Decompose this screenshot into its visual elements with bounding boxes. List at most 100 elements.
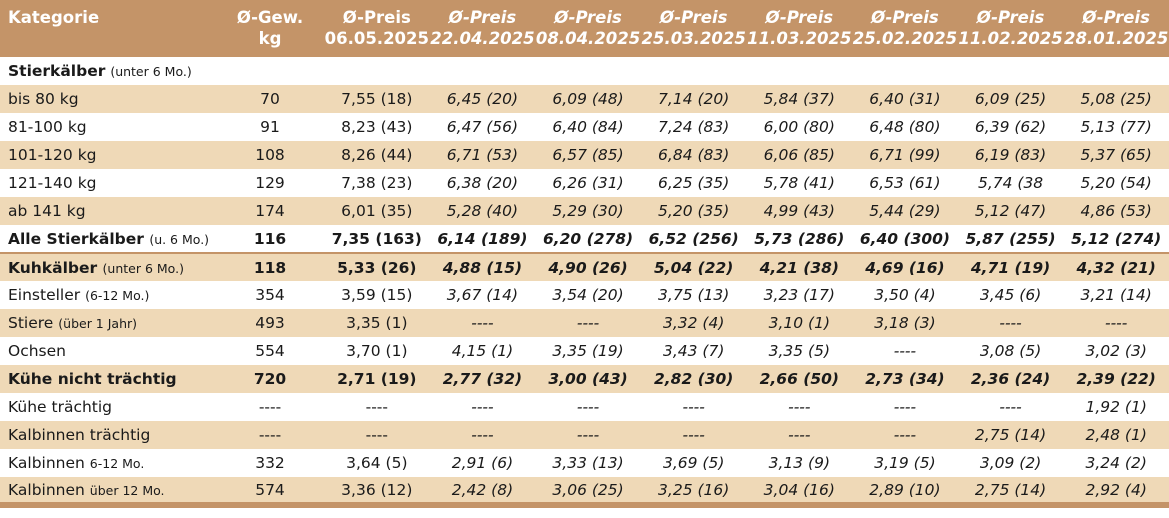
row-price: 4,15 (1) <box>451 342 514 360</box>
row-price-current: 8,23 (43) <box>341 118 413 136</box>
row-category: Kühe nicht trächtig <box>8 370 177 388</box>
row-price: ---- <box>471 314 494 332</box>
row-price: 6,09 (25) <box>974 90 1047 108</box>
row-price: 2,42 (8) <box>429 477 536 508</box>
row-price: 3,50 (4) <box>874 286 936 304</box>
row-price: 3,13 (9) <box>768 454 831 472</box>
row-price: 6,48 (80) <box>869 118 941 136</box>
row-price: ---- <box>893 398 917 416</box>
row-price: 6,40 (84) <box>552 118 624 136</box>
row-weight: 108 <box>255 146 285 164</box>
row-price: 2,92 (4) <box>1063 477 1169 508</box>
row-category: 81-100 kg <box>8 118 87 136</box>
table-row: Kalbinnen über 12 Mo. 574 3,36 (12) 2,42 (8… <box>0 477 1169 508</box>
row-price: 6,40 (31) <box>869 90 941 108</box>
row-price: 3,25 (16) <box>640 477 747 508</box>
table-body: Stierkälber (unter 6 Mo.) bis 80 kg 70 7,55… <box>0 57 1169 508</box>
table-row: bis 80 kg 70 7,55 (18) 6,45 (20) 6,09 (48) 7,… <box>0 85 1169 113</box>
row-price: 2,75 (14) <box>957 477 1064 508</box>
row-price-current: 7,55 (18) <box>341 90 413 108</box>
row-price: 3,21 (14) <box>1080 286 1152 304</box>
header-price: Ø-Preis 28.01.2025 <box>1063 8 1169 48</box>
row-price: 2,77 (32) <box>442 370 523 388</box>
row-category: Kalbinnen trächtig <box>8 426 151 444</box>
row-price: 6,00 (80) <box>763 118 835 136</box>
row-price-current: 2,71 (19) <box>337 370 417 388</box>
row-category-note: (6-12 Mo.) <box>85 288 150 303</box>
row-price: 2,89 (10) <box>852 477 958 508</box>
row-price: 3,23 (17) <box>763 286 835 304</box>
row-price: 4,69 (16) <box>865 258 945 277</box>
row-price: 6,84 (83) <box>658 146 730 164</box>
row-price: 5,12 (274) <box>1063 225 1169 254</box>
row-price: 7,24 (83) <box>658 118 730 136</box>
row-category: Kühe trächtig <box>8 398 113 416</box>
row-weight: 118 <box>253 258 287 277</box>
row-price: 5,87 (255) <box>957 225 1064 254</box>
row-price: 6,39 (62) <box>974 118 1047 136</box>
header-category: Kategorie <box>8 8 100 27</box>
row-category: ab 141 kg <box>8 202 86 220</box>
row-price: 3,32 (4) <box>662 314 725 332</box>
row-price: ---- <box>893 426 917 444</box>
row-weight: 91 <box>260 118 280 136</box>
row-price: 5,73 (286) <box>746 225 853 254</box>
table-row: 81-100 kg 91 8,23 (43) 6,47 (56) 6,40 (84) 7,… <box>0 113 1169 141</box>
row-category: Kuhkälber (unter 6 Mo.) <box>8 258 184 277</box>
row-price: 6,38 (20) <box>446 174 519 192</box>
row-price: 2,36 (24) <box>970 370 1051 388</box>
row-price: 4,86 (53) <box>1080 202 1152 220</box>
row-price: 6,25 (35) <box>658 174 730 192</box>
row-price-current: 3,36 (12) <box>324 477 430 508</box>
row-price: 3,45 (6) <box>979 286 1042 304</box>
row-price: 2,66 (50) <box>759 370 839 388</box>
row-price: 3,00 (43) <box>548 370 628 388</box>
row-price: 5,08 (25) <box>1080 90 1152 108</box>
table-row: Stierkälber (unter 6 Mo.) <box>0 57 1169 85</box>
row-price: ---- <box>999 398 1022 416</box>
row-price: 5,13 (77) <box>1080 118 1152 136</box>
row-price: ---- <box>576 398 600 416</box>
row-price-current: 7,35 (163) <box>324 225 430 254</box>
row-category-note: (über 1 Jahr) <box>58 316 138 331</box>
table-row: 101-120 kg 108 8,26 (44) 6,71 (53) 6,57 (85)… <box>0 141 1169 169</box>
row-price: 3,24 (2) <box>1085 454 1147 472</box>
row-category: Kalbinnen über 12 Mo. <box>0 477 216 508</box>
row-price-current: 7,38 (23) <box>341 174 413 192</box>
row-price <box>430 57 536 85</box>
row-category-note: (unter 6 Mo.) <box>110 64 192 79</box>
row-price: 3,18 (3) <box>874 314 936 332</box>
row-price: ---- <box>1105 314 1128 332</box>
row-price: 2,73 (34) <box>865 370 945 388</box>
row-price: 4,88 (15) <box>442 258 523 277</box>
table-row: Kalbinnen 6-12 Mo. 332 3,64 (5) 2,91 (6) 3,3… <box>0 449 1169 477</box>
row-price: 3,35 (5) <box>768 342 831 360</box>
row-price: ---- <box>999 314 1022 332</box>
row-price: 3,10 (1) <box>768 314 831 332</box>
row-price: 5,20 (35) <box>658 202 730 220</box>
row-price-current: 8,26 (44) <box>341 146 413 164</box>
row-price: ---- <box>893 342 917 360</box>
header-price: Ø-Preis 08.04.2025 <box>535 8 641 48</box>
row-price: 3,35 (19) <box>552 342 624 360</box>
row-price: 3,06 (25) <box>535 477 641 508</box>
row-price: 6,53 (61) <box>869 174 941 192</box>
row-price <box>852 57 958 85</box>
row-price: 6,45 (20) <box>446 90 519 108</box>
row-price: 2,48 (1) <box>1085 426 1147 444</box>
row-category: Kalbinnen 6-12 Mo. <box>8 454 145 472</box>
row-category: Einsteller (6-12 Mo.) <box>8 286 150 304</box>
header-row: Kategorie Ø-Gew. kg Ø-Preis 06.05.2025 Ø-P… <box>0 0 1169 57</box>
row-category-note: über 12 Mo. <box>89 482 165 498</box>
row-price: 6,47 (56) <box>446 118 519 136</box>
row-price: 2,91 (6) <box>451 454 514 472</box>
table-row: Alle Stierkälber (u. 6 Mo.) 116 7,35 (163)… <box>0 225 1169 254</box>
row-price: 3,69 (5) <box>662 454 725 472</box>
header-price: Ø-Preis 11.03.2025 <box>747 8 852 48</box>
row-price: 5,44 (29) <box>869 202 941 220</box>
table-row: Ochsen 554 3,70 (1) 4,15 (1) 3,35 (19) 3,43 (… <box>0 337 1169 365</box>
row-weight: 70 <box>260 90 280 108</box>
table-row: Einsteller (6-12 Mo.) 354 3,59 (15) 3,67 (1… <box>0 281 1169 309</box>
row-price <box>641 57 747 85</box>
